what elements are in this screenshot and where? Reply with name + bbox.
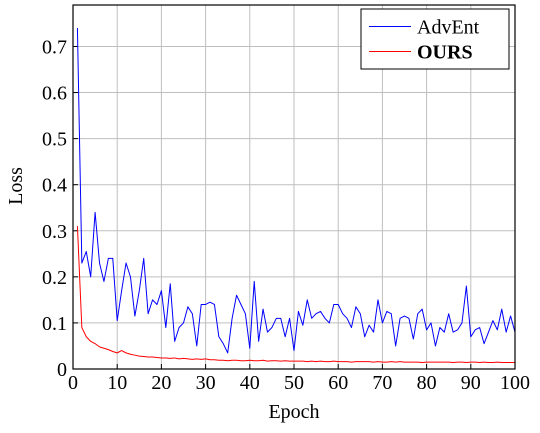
y-tick-label: 0.7 [42,36,67,58]
x-tick-label: 30 [196,372,216,394]
y-tick-label: 0.4 [42,175,67,197]
y-tick-label: 0 [57,359,67,381]
x-tick-label: 50 [284,372,304,394]
y-tick-label: 0.1 [42,313,67,335]
x-tick-label: 20 [151,372,171,394]
plot-frame [72,4,516,370]
x-tick-label: 70 [372,372,392,394]
x-tick-label: 10 [107,372,127,394]
x-tick-label: 80 [417,372,437,394]
y-tick-label: 0.6 [42,83,67,105]
legend-box [360,8,510,70]
x-tick-label: 60 [328,372,348,394]
x-tick-label: 100 [500,372,530,394]
x-tick-label: 0 [68,372,78,394]
y-tick-label: 0.2 [42,267,67,289]
x-axis-label: Epoch [268,401,319,423]
y-tick-label: 0.3 [42,221,67,243]
y-tick-label: 0.5 [42,129,67,151]
x-tick-label: 90 [461,372,481,394]
legend-label: AdvEnt [417,17,480,39]
data-line [76,226,515,364]
y-axis-label: Loss [5,167,27,205]
legend-label: OURS [417,42,473,64]
x-tick-label: 40 [240,372,260,394]
data-line [76,28,516,354]
